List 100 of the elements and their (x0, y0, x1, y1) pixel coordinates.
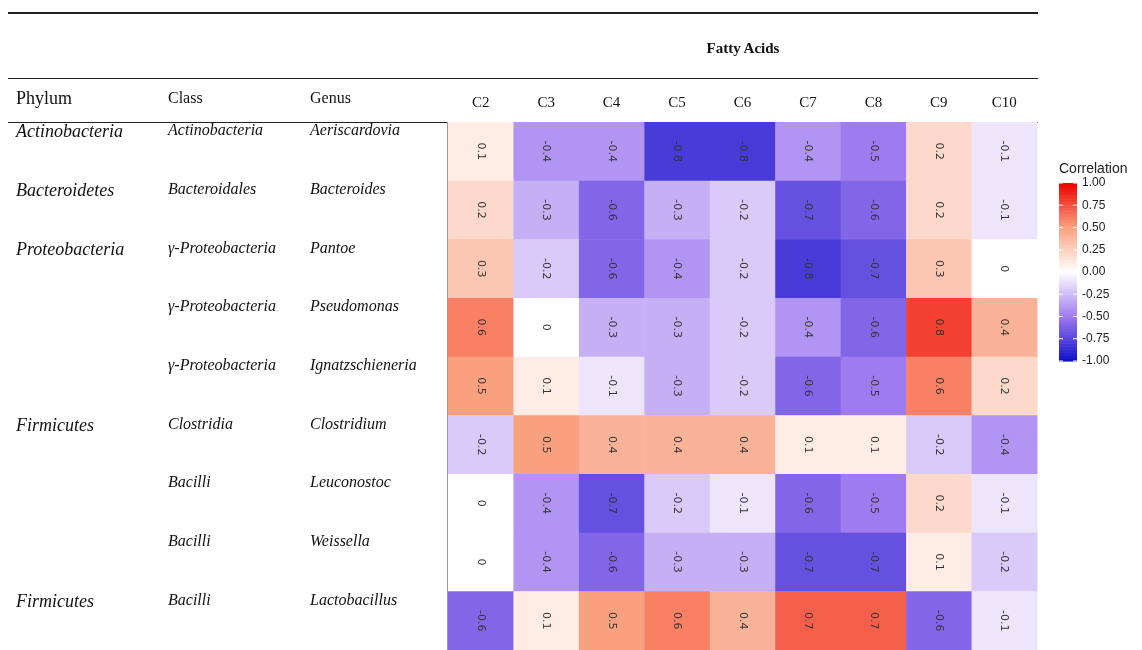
data-label: -0.1 (998, 140, 1012, 163)
data-label: 0.1 (474, 142, 488, 161)
text: Proteobacteria (16, 238, 125, 260)
color-bar-label: 0.75 (1082, 197, 1106, 212)
x-tick-label: C10 (991, 93, 1017, 110)
y-tick-label: Clostridium (310, 414, 387, 433)
text: Firmicutes (16, 590, 94, 612)
data-label: -0.6 (932, 609, 946, 632)
data-label: -0.7 (802, 199, 816, 221)
data-label: 0.7 (802, 611, 816, 630)
x-tick-label: C7 (799, 93, 818, 110)
color-bar-label: 1.00 (1082, 175, 1106, 190)
color-bar-label: -0.50 (1082, 308, 1110, 323)
data-label: 0.1 (540, 611, 554, 630)
data-label: 0.4 (736, 435, 750, 454)
data-label: -0.3 (671, 316, 685, 339)
data-label: -0.3 (671, 199, 685, 221)
data-label: 0.3 (932, 259, 946, 278)
chart-title: Fatty Acids (705, 40, 781, 57)
data-label: 0 (540, 323, 554, 331)
data-label: -0.7 (802, 551, 816, 573)
data-label: 0.3 (474, 259, 488, 278)
data-label: 0.7 (867, 611, 881, 630)
data-label: 0.2 (932, 142, 946, 161)
data-label: 0.5 (605, 611, 619, 630)
data-label: -0.3 (671, 551, 685, 573)
data-label: 0.2 (932, 494, 946, 513)
text: Phylum (16, 88, 73, 109)
data-label: -0.2 (736, 375, 750, 397)
data-label: 0.4 (605, 435, 619, 454)
data-label: -0.6 (802, 492, 816, 515)
y2-tick-label: γ-Proteobacteria (168, 238, 276, 257)
data-label: 0.2 (932, 201, 946, 219)
data-label: -0.2 (932, 433, 946, 456)
data-label: -0.4 (540, 140, 554, 163)
data-label: 0.1 (932, 553, 946, 571)
data-label: 0.4 (998, 318, 1012, 337)
data-label: 0 (998, 265, 1012, 273)
data-label: -0.1 (998, 199, 1012, 221)
data-label: 0.2 (474, 201, 488, 219)
data-label: -0.2 (736, 257, 750, 280)
data-label: -0.4 (605, 140, 619, 163)
x-tick-label: C5 (668, 93, 686, 110)
x-tick-label: C3 (537, 93, 555, 110)
data-label: 0.4 (671, 435, 685, 454)
x-tick-label: C8 (864, 93, 883, 110)
data-label: -0.7 (867, 551, 881, 573)
text: Bacteroidetes (16, 180, 115, 201)
y2-tick-label: Clostridia (168, 414, 233, 433)
data-label: -0.4 (802, 316, 816, 339)
data-label: -0.6 (605, 551, 619, 573)
data-label: -0.3 (540, 199, 554, 221)
data-label: -0.4 (540, 492, 554, 515)
data-label: -0.6 (867, 316, 881, 339)
text: Firmicutes (16, 414, 94, 436)
data-label: -0.2 (474, 433, 488, 456)
data-label: -0.5 (867, 140, 881, 163)
text: Class (168, 89, 203, 107)
y2-tick-label: Bacteroidales (168, 180, 257, 198)
y2-tick-label: Bacilli (168, 532, 211, 550)
data-label: -0.6 (605, 257, 619, 280)
data-label: -0.4 (671, 257, 685, 280)
y2-tick-label: γ-Proteobacteria (168, 297, 276, 316)
y-tick-label: Ignatzschieneria (310, 356, 417, 374)
data-label: -0.1 (998, 492, 1012, 515)
color-bar-label: -0.75 (1082, 331, 1110, 346)
data-label: -0.1 (605, 375, 619, 397)
y2-tick-label: Bacilli (168, 473, 211, 492)
data-label: -0.8 (736, 140, 750, 163)
data-label: 0 (474, 558, 488, 566)
color-bar-label: -1.00 (1082, 353, 1110, 368)
data-label: -0.1 (736, 492, 750, 515)
data-label: -0.6 (802, 375, 816, 397)
data-label: -0.2 (671, 492, 685, 515)
data-label: 0.1 (540, 377, 554, 395)
y-tick-label: Leuconostoc (310, 473, 391, 492)
y2-tick-label: γ-Proteobacteria (168, 356, 276, 374)
data-label: 0.1 (802, 435, 816, 454)
y-tick-label: Pseudomonas (310, 297, 399, 316)
data-label: 0.4 (736, 611, 750, 630)
x-tick-label: C9 (930, 93, 948, 110)
data-label: -0.3 (736, 551, 750, 573)
data-label: -0.3 (671, 375, 685, 397)
color-bar-label: 0.00 (1082, 264, 1106, 279)
data-label: -0.5 (867, 492, 881, 515)
data-label: -0.8 (802, 257, 816, 280)
data-label: 0.2 (998, 377, 1012, 395)
y-tick-label: Lactobacillus (310, 590, 398, 609)
y-tick-label: Bacteroides (310, 180, 386, 198)
data-label: -0.2 (540, 257, 554, 280)
color-bar-label: -0.25 (1082, 286, 1110, 301)
y2-tick-label: Bacilli (168, 590, 211, 609)
color-bar-label: 0.25 (1082, 242, 1106, 257)
data-label: -0.4 (802, 140, 816, 163)
data-label: -0.8 (671, 140, 685, 163)
data-label: 0.5 (474, 377, 488, 395)
data-label: 0.6 (671, 611, 685, 630)
data-label: 0.6 (474, 318, 488, 337)
data-label: -0.4 (540, 551, 554, 573)
y-tick-label: Pantoe (310, 238, 356, 257)
